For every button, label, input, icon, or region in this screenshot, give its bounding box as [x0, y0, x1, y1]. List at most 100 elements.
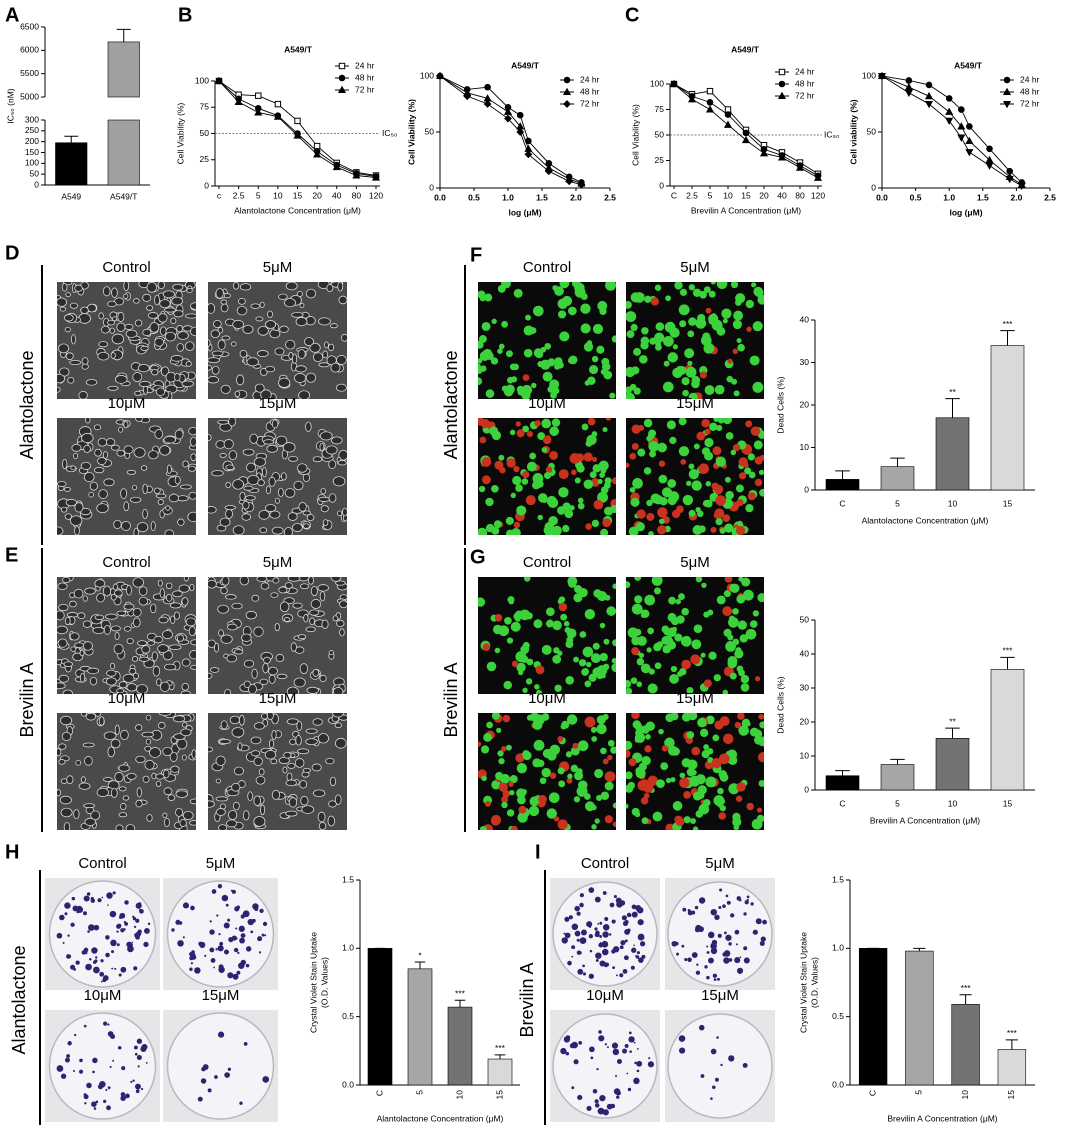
- colony: [619, 973, 624, 978]
- y-tick-label: 40: [800, 648, 810, 658]
- cell: [637, 779, 649, 791]
- cell: [594, 818, 600, 824]
- cell: [738, 725, 749, 736]
- cell: [73, 452, 79, 459]
- cell: [713, 674, 721, 682]
- cell: [155, 780, 162, 787]
- cell: [661, 487, 673, 498]
- cell: [552, 285, 558, 291]
- cell: [142, 328, 152, 337]
- cell: [80, 713, 87, 717]
- cell: [739, 634, 749, 643]
- colony: [611, 919, 616, 924]
- cell: [73, 588, 84, 599]
- cell: [188, 465, 196, 472]
- colony: [597, 923, 600, 925]
- cell: [149, 322, 160, 333]
- colony: [588, 973, 594, 979]
- marker: [777, 153, 787, 161]
- cell: [132, 372, 143, 382]
- image-content: [163, 878, 278, 990]
- cell: [290, 752, 296, 758]
- cell: [479, 825, 487, 830]
- cell: [633, 387, 641, 395]
- cell: [497, 750, 504, 757]
- cell: [103, 624, 111, 635]
- cell: [637, 448, 646, 457]
- colony: [204, 954, 207, 957]
- marker: [214, 76, 224, 85]
- cell: [236, 374, 245, 386]
- cell: [747, 453, 755, 461]
- y-tick-label: 25: [200, 154, 210, 164]
- panel-letter: D: [5, 242, 19, 264]
- marker: [352, 171, 361, 179]
- cell: [208, 303, 216, 314]
- colony: [595, 952, 602, 959]
- cell: [339, 628, 345, 637]
- colony: [124, 900, 129, 905]
- cell: [738, 577, 744, 582]
- cell: [265, 320, 277, 329]
- cell: [242, 324, 254, 334]
- cell: [526, 430, 533, 438]
- cell: [549, 426, 559, 437]
- significance: ***: [1003, 646, 1014, 656]
- cell: [735, 795, 743, 802]
- cell: [239, 349, 248, 358]
- colony: [560, 1047, 567, 1055]
- image: [45, 1010, 160, 1122]
- image-content: [478, 418, 616, 535]
- colony: [200, 1078, 207, 1084]
- marker: [504, 114, 512, 123]
- cell: [229, 715, 241, 725]
- cell: [508, 598, 515, 605]
- colony: [586, 921, 593, 928]
- cell: [512, 475, 522, 486]
- cell: [509, 789, 515, 796]
- cell: [544, 521, 555, 532]
- cell: [271, 789, 281, 800]
- cell: [611, 657, 616, 664]
- cell: [539, 777, 547, 785]
- x-tick-label: C: [374, 1090, 384, 1096]
- legend-label: 48 hr: [795, 78, 815, 88]
- cell: [331, 436, 343, 445]
- cell: [604, 815, 613, 824]
- colony: [240, 933, 246, 939]
- colony: [719, 888, 723, 892]
- cell: [62, 577, 71, 584]
- colony: [86, 1082, 92, 1089]
- colony: [116, 943, 120, 947]
- colony: [622, 1048, 628, 1054]
- colony: [599, 1095, 606, 1102]
- marker: [741, 135, 751, 144]
- cell: [174, 373, 181, 382]
- colony: [119, 915, 123, 919]
- cell: [737, 520, 743, 527]
- cell: [297, 634, 307, 640]
- legend-label: 24 hr: [355, 60, 375, 70]
- cell: [208, 357, 220, 364]
- cell: [540, 359, 551, 370]
- cell: [246, 357, 259, 367]
- cell: [515, 421, 521, 427]
- cell: [542, 748, 553, 759]
- x-tick-label: 2.5: [233, 190, 245, 200]
- colony: [636, 951, 640, 955]
- colony: [649, 1062, 652, 1065]
- cell: [519, 609, 531, 621]
- colony: [599, 934, 603, 938]
- colony: [707, 931, 715, 939]
- cell: [297, 748, 310, 755]
- cell: [190, 302, 196, 310]
- image: [550, 878, 660, 990]
- x-tick-label: 2.5: [686, 190, 698, 200]
- cell: [147, 312, 159, 319]
- cell: [330, 577, 342, 582]
- cell: [86, 303, 97, 313]
- colony: [700, 1074, 705, 1078]
- colony: [264, 934, 267, 937]
- cell: [142, 508, 148, 519]
- colony: [121, 1066, 126, 1071]
